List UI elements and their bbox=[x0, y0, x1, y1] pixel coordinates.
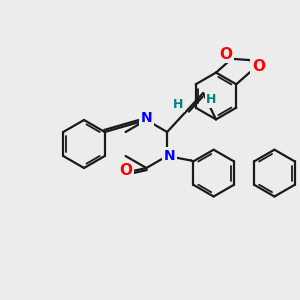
Text: N: N bbox=[164, 149, 176, 163]
Text: H: H bbox=[206, 93, 217, 106]
Text: O: O bbox=[252, 59, 265, 74]
Text: O: O bbox=[119, 164, 132, 178]
Text: N: N bbox=[140, 112, 152, 125]
Text: O: O bbox=[220, 47, 233, 62]
Text: H: H bbox=[173, 98, 184, 111]
